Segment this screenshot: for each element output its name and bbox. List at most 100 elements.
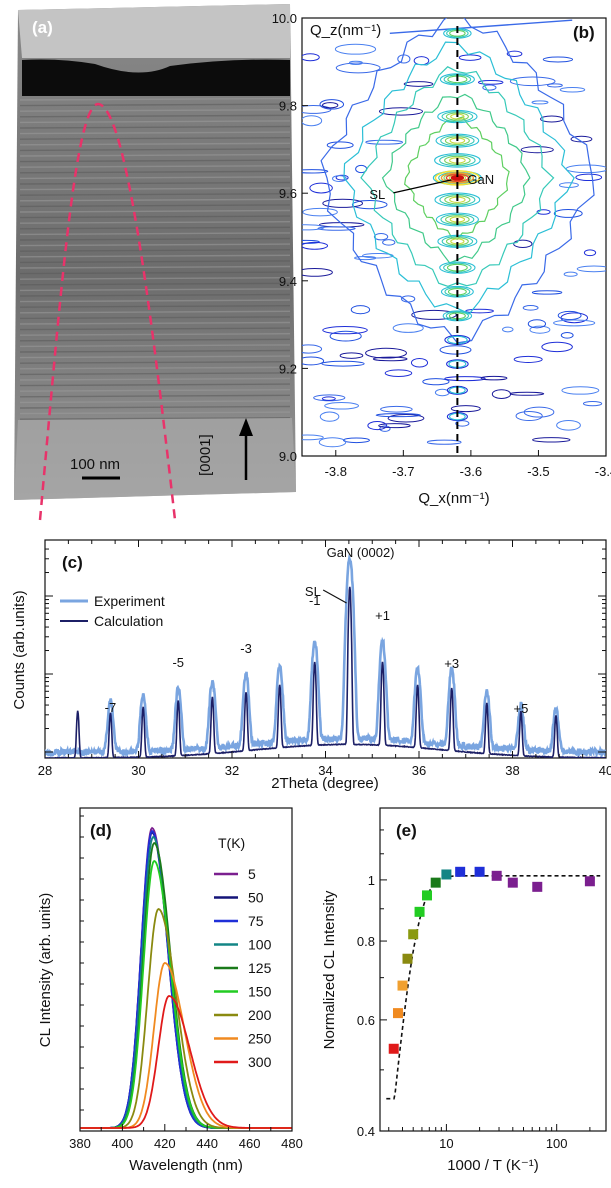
data-point <box>532 881 543 892</box>
noise-contour <box>379 425 391 432</box>
noise-contour <box>557 310 582 321</box>
legend-entry-125: 125 <box>248 960 272 976</box>
peak-order-label: +3 <box>444 656 459 671</box>
panel-e-xlabel: 1000 / T (K⁻¹) <box>447 1157 539 1174</box>
panel-c-xtick-label: 32 <box>225 763 239 778</box>
scale-bar-label: 100 nm <box>70 456 120 473</box>
sl-stripe <box>19 114 291 118</box>
panel-d-xtick-label: 420 <box>154 1136 176 1151</box>
panel-d-xlabel: Wavelength (nm) <box>129 1157 243 1174</box>
noise-contour <box>351 200 388 210</box>
panel-c-xlabel: 2Theta (degree) <box>271 775 379 792</box>
noise-contour <box>322 102 339 109</box>
panel-b-contour-map: -3.8-3.7-3.6-3.5-3.49.09.29.49.69.810.0 … <box>272 11 611 507</box>
sl-stripe <box>19 333 291 336</box>
data-point <box>414 906 425 917</box>
sl-stripe <box>19 383 291 387</box>
panel-c-xrd: 28 30 32 34 36 38 40 GaN (0002) SL -7 -5 -3 -1 +1 +3 +… <box>11 539 611 792</box>
panel-a-tem-image: (a) 100 nm [0001] <box>14 4 296 521</box>
noise-contour <box>302 115 323 127</box>
sl-stripe <box>19 125 291 129</box>
sl-stripe <box>19 405 291 409</box>
satellite-contour <box>434 153 481 168</box>
sl-stripe <box>19 142 291 146</box>
sl-stripe <box>19 282 291 286</box>
noise-contour <box>560 332 574 339</box>
peak-order-label: -1 <box>309 593 321 608</box>
peak-order-label: -7 <box>105 700 117 715</box>
sl-stripe <box>19 288 291 292</box>
data-point <box>584 876 595 887</box>
noise-contour <box>515 410 543 421</box>
noise-contour <box>576 265 606 273</box>
satellite-contour <box>439 154 476 167</box>
noise-contour <box>335 62 381 74</box>
data-point <box>392 1008 403 1019</box>
sl-stripe <box>19 271 291 275</box>
envelope-contour <box>320 18 595 344</box>
noise-contour <box>536 209 551 215</box>
sl-stripe <box>19 277 291 280</box>
data-point <box>397 980 408 991</box>
sl-stripe <box>19 355 291 359</box>
data-point <box>441 869 452 880</box>
noise-contour <box>559 86 586 93</box>
scatter-points <box>388 866 595 1054</box>
direction-label: [0001] <box>197 434 214 476</box>
superlattice-stripes <box>19 97 291 420</box>
noise-contour <box>426 439 462 445</box>
peak-order-label: -5 <box>172 655 184 670</box>
legend-entry-50: 50 <box>248 890 264 906</box>
data-point <box>430 877 441 888</box>
noise-contour <box>553 319 596 327</box>
noise-contour <box>382 239 396 246</box>
sl-stripe <box>19 417 291 420</box>
envelope-contour <box>343 41 575 315</box>
noise-contour <box>378 107 424 116</box>
panel-e-ylabel: Normalized CL Intensity <box>321 890 338 1049</box>
sl-stripe <box>19 372 291 376</box>
noise-contour <box>302 207 338 217</box>
noise-contour <box>335 174 349 181</box>
peak-order-label: -3 <box>240 641 252 656</box>
noise-contour <box>309 182 333 194</box>
noise-contour <box>556 419 581 431</box>
sl-stripe <box>19 389 291 392</box>
noise-contour <box>332 175 347 183</box>
sl-stripe <box>19 153 291 157</box>
legend-experiment: Experiment <box>94 593 165 609</box>
sl-stripe <box>19 209 291 213</box>
noise-contour <box>302 344 323 354</box>
sl-stripe <box>19 226 291 230</box>
envelope-contour <box>404 116 510 240</box>
satellite-contour <box>440 285 474 298</box>
data-point <box>408 929 419 940</box>
noise-contour <box>375 413 421 418</box>
noise-contour <box>410 357 429 368</box>
panel-b-ytick-label: 9.8 <box>279 99 297 114</box>
noise-contour <box>322 198 364 208</box>
legend-entry-100: 100 <box>248 937 272 953</box>
legend-entry-250: 250 <box>248 1031 272 1047</box>
noise-contour <box>522 305 539 311</box>
legend-entry-200: 200 <box>248 1007 272 1023</box>
panel-e-xtick-label: 10 <box>439 1136 453 1151</box>
noise-contour <box>403 81 434 87</box>
panel-c-xtick-label: 38 <box>505 763 519 778</box>
satellite-contour <box>439 73 475 86</box>
cl-spectra-curves <box>80 826 292 1129</box>
panel-c-xtick-label: 40 <box>599 763 611 778</box>
noise-contour <box>380 405 413 413</box>
noise-contour <box>324 402 360 410</box>
noise-contour <box>321 396 336 401</box>
noise-contour <box>439 345 472 355</box>
panel-c-annotations: GaN (0002) SL -7 -5 -3 -1 +1 +3 +5 <box>105 545 529 716</box>
panel-b-xtick-label: -3.8 <box>325 464 347 479</box>
panel-b-ytick-label: 9.4 <box>279 274 297 289</box>
panel-e-ytick-label: 0.4 <box>357 1124 375 1139</box>
panel-c-xtick-label: 36 <box>412 763 426 778</box>
sl-stripe <box>19 165 291 168</box>
sl-stripe <box>19 265 291 269</box>
noise-contour <box>422 378 450 386</box>
sl-stripe <box>19 221 291 224</box>
